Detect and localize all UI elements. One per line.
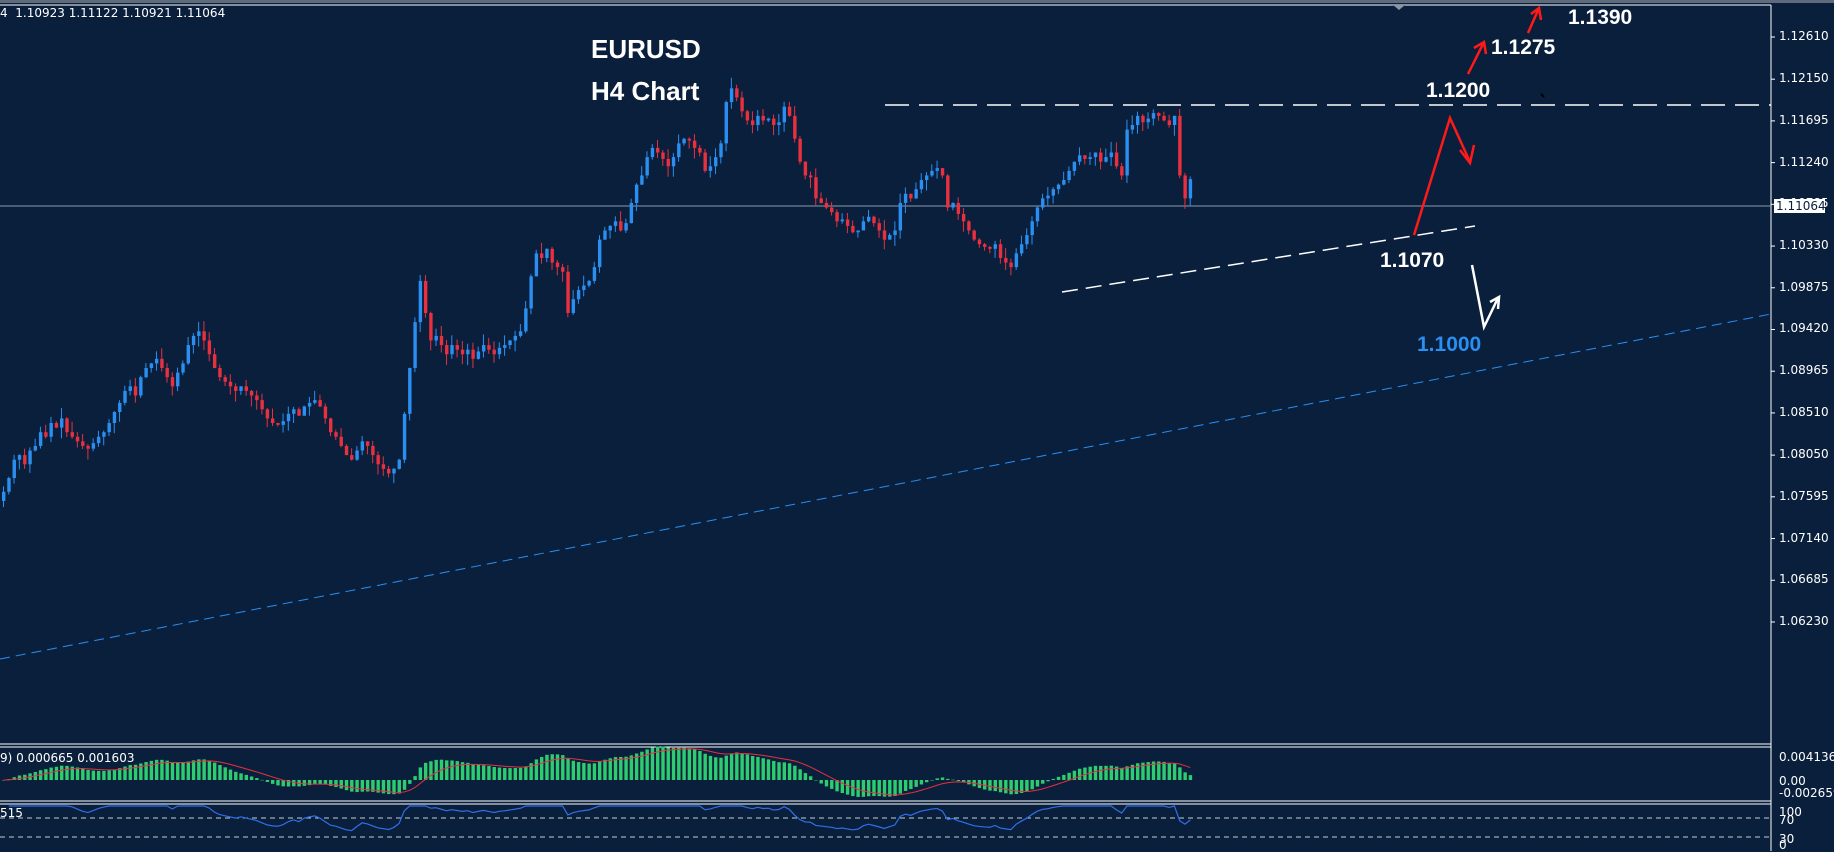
macd-tick-max: 0.004136: [1779, 750, 1834, 764]
long-term-trendline-blue: [0, 313, 1772, 660]
chart-title-symbol: EURUSD: [591, 34, 701, 64]
macd-label: 9) 0.000665 0.001603: [0, 751, 135, 765]
price-tick-label: 1.12150: [1779, 71, 1829, 86]
window-top-border: [0, 0, 1834, 3]
macd-indicator: [2, 746, 1193, 797]
rsi-tick-30: 30: [1779, 832, 1795, 846]
rsi-tick-0: 0: [1779, 838, 1787, 852]
price-tick-label: 1.07140: [1779, 530, 1829, 545]
price-tick-label: 1.12610: [1779, 29, 1829, 43]
price-tick-label: 1.11695: [1779, 112, 1829, 127]
price-tick-label: 1.08510: [1779, 404, 1829, 419]
price-tick-label: 1.09875: [1779, 279, 1829, 294]
rsi-label: 515: [0, 806, 23, 820]
current-price-box: 1.11064: [1774, 199, 1826, 213]
chart-shift-marker-icon: [1393, 5, 1405, 10]
support-trendline-white: [1061, 225, 1476, 293]
support-label-1070: 1.1070: [1380, 249, 1445, 272]
price-tick-label: 1.07595: [1779, 488, 1829, 503]
price-tick-label: 1.11240: [1779, 154, 1829, 169]
rsi-line: [8, 805, 1191, 832]
price-tick-label: 1.09420: [1779, 321, 1829, 336]
price-tick-label: 1.06230: [1779, 613, 1829, 628]
candles-group: [2, 77, 1193, 508]
bullish-scenario-arrows: [1412, 5, 1543, 236]
bearish-scenario-arrow: [1470, 264, 1501, 331]
rsi-tick-100: 100: [1779, 805, 1802, 819]
target-label-1390: 1.1390: [1568, 6, 1633, 29]
price-tick-label: 1.10330: [1779, 238, 1829, 253]
macd-tick-zero: 0.00: [1779, 774, 1806, 788]
ohlc-readout: 4 1.10923 1.11122 1.10921 1.11064: [0, 6, 226, 20]
price-axis-ticks: [1771, 36, 1775, 623]
resistance-label-1200: 1.1200: [1426, 79, 1491, 102]
chart-title-timeframe: H4 Chart: [591, 76, 700, 106]
target-label-1275: 1.1275: [1491, 36, 1556, 59]
price-tick-label: 1.06685: [1779, 572, 1829, 587]
support-label-1000: 1.1000: [1417, 333, 1482, 356]
macd-tick-min: -0.002659: [1779, 786, 1834, 800]
price-tick-label: 1.08050: [1779, 447, 1829, 462]
price-tick-label: 1.08965: [1779, 363, 1829, 378]
rsi-tick-70: 70: [1779, 813, 1795, 827]
